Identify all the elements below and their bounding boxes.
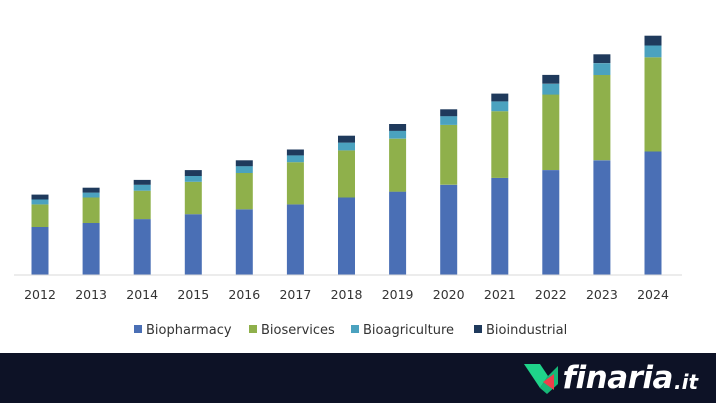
bar-segment-bioservices-2021 xyxy=(491,111,509,178)
bar-segment-biopharmacy-2020 xyxy=(440,184,458,275)
bar-segment-bioagriculture-2013 xyxy=(82,192,100,198)
x-tick-label: 2017 xyxy=(279,287,311,302)
bar-segment-biopharmacy-2019 xyxy=(389,191,407,275)
bar-segment-bioindustrial-2022 xyxy=(542,74,560,84)
bar-segment-bioagriculture-2022 xyxy=(542,83,560,95)
bar-segment-bioservices-2013 xyxy=(82,197,100,223)
bar-segment-bioindustrial-2017 xyxy=(286,149,304,156)
bar-segment-bioindustrial-2024 xyxy=(644,35,662,46)
x-tick-label: 2020 xyxy=(433,287,465,302)
x-tick-label: 2021 xyxy=(484,287,516,302)
bar-segment-bioindustrial-2023 xyxy=(593,54,611,64)
bar-segment-bioindustrial-2018 xyxy=(338,135,355,143)
bar-segment-bioservices-2017 xyxy=(286,162,304,205)
bar-segment-bioindustrial-2015 xyxy=(184,170,202,176)
x-tick-label: 2018 xyxy=(331,287,363,302)
brand-tld: .it xyxy=(673,370,698,394)
bar-segment-bioagriculture-2015 xyxy=(184,175,202,182)
bar-segment-bioagriculture-2018 xyxy=(338,142,355,151)
x-tick-label: 2015 xyxy=(177,287,209,302)
bar-segment-bioservices-2022 xyxy=(542,94,560,170)
legend-label-bioagriculture: Bioagriculture xyxy=(363,323,454,338)
legend-swatch-bioservices xyxy=(249,325,257,333)
bar-segment-bioagriculture-2016 xyxy=(235,166,253,173)
brand-logo[interactable]: finaria .it xyxy=(521,360,698,396)
bar-segment-bioservices-2014 xyxy=(133,190,151,220)
x-tick-labels: 2012 2013 2014 2015 2016 2017 2018 2019 2020 2021… xyxy=(24,287,669,302)
legend-swatch-bioagriculture xyxy=(351,325,359,333)
bar-segment-bioservices-2023 xyxy=(593,74,611,161)
legend-swatch-biopharmacy xyxy=(134,325,142,333)
bar-segment-bioindustrial-2016 xyxy=(235,160,253,167)
bar-segment-biopharmacy-2024 xyxy=(644,151,662,275)
legend: Biopharmacy Bioservices Bioagriculture Bioi… xyxy=(134,323,567,338)
legend-label-biopharmacy: Biopharmacy xyxy=(146,323,232,338)
x-tick-label: 2022 xyxy=(535,287,567,302)
bar-segment-bioagriculture-2024 xyxy=(644,45,662,58)
bar-segment-bioindustrial-2013 xyxy=(82,187,100,193)
bar-segment-biopharmacy-2015 xyxy=(184,214,202,275)
bar-segment-bioagriculture-2012 xyxy=(31,199,49,205)
finaria-logo-mark-icon xyxy=(523,364,558,394)
bar-segment-bioindustrial-2020 xyxy=(440,109,458,117)
bar-segment-biopharmacy-2016 xyxy=(235,209,253,275)
x-tick-label: 2016 xyxy=(228,287,260,302)
bar-segment-bioindustrial-2014 xyxy=(133,179,151,185)
bar-segment-bioagriculture-2023 xyxy=(593,63,611,75)
footer-bar: finaria .it xyxy=(0,353,716,403)
bar-segment-bioservices-2015 xyxy=(184,181,202,215)
x-tick-label: 2013 xyxy=(75,287,107,302)
bar-segment-bioagriculture-2014 xyxy=(133,184,151,191)
bar-segment-bioservices-2018 xyxy=(338,150,355,198)
x-tick-label: 2019 xyxy=(382,287,414,302)
bar-segment-biopharmacy-2014 xyxy=(133,219,151,275)
bar-segment-biopharmacy-2023 xyxy=(593,160,611,276)
bar-segment-bioservices-2016 xyxy=(235,173,253,210)
bars-layer xyxy=(31,35,662,276)
bar-segment-bioservices-2024 xyxy=(644,57,662,152)
legend-label-bioindustrial: Bioindustrial xyxy=(486,323,567,338)
bar-segment-biopharmacy-2012 xyxy=(31,226,49,275)
bar-segment-bioservices-2019 xyxy=(389,138,407,192)
bar-segment-bioagriculture-2019 xyxy=(389,130,407,139)
bar-segment-bioservices-2020 xyxy=(440,124,458,185)
brand-name: finaria xyxy=(562,360,674,396)
legend-swatch-bioindustrial xyxy=(474,325,482,333)
bar-segment-bioagriculture-2017 xyxy=(286,155,304,163)
bar-segment-biopharmacy-2021 xyxy=(491,177,509,275)
bar-segment-biopharmacy-2017 xyxy=(286,204,304,275)
bar-segment-bioagriculture-2021 xyxy=(491,101,509,112)
bar-segment-bioindustrial-2019 xyxy=(389,124,407,131)
bar-segment-bioagriculture-2020 xyxy=(440,116,458,125)
legend-label-bioservices: Bioservices xyxy=(261,323,335,338)
bar-segment-bioindustrial-2021 xyxy=(491,93,509,102)
x-tick-label: 2023 xyxy=(586,287,618,302)
bar-segment-biopharmacy-2022 xyxy=(542,170,560,275)
bar-segment-biopharmacy-2013 xyxy=(82,223,100,275)
bar-segment-bioservices-2012 xyxy=(31,204,49,227)
x-tick-label: 2014 xyxy=(126,287,158,302)
x-tick-label: 2012 xyxy=(24,287,56,302)
x-tick-label: 2024 xyxy=(637,287,669,302)
stacked-bar-chart: 2012 2013 2014 2015 2016 2017 2018 2019 2020 2021… xyxy=(14,35,682,338)
bar-segment-biopharmacy-2018 xyxy=(338,197,355,275)
bar-segment-bioindustrial-2012 xyxy=(31,194,49,200)
